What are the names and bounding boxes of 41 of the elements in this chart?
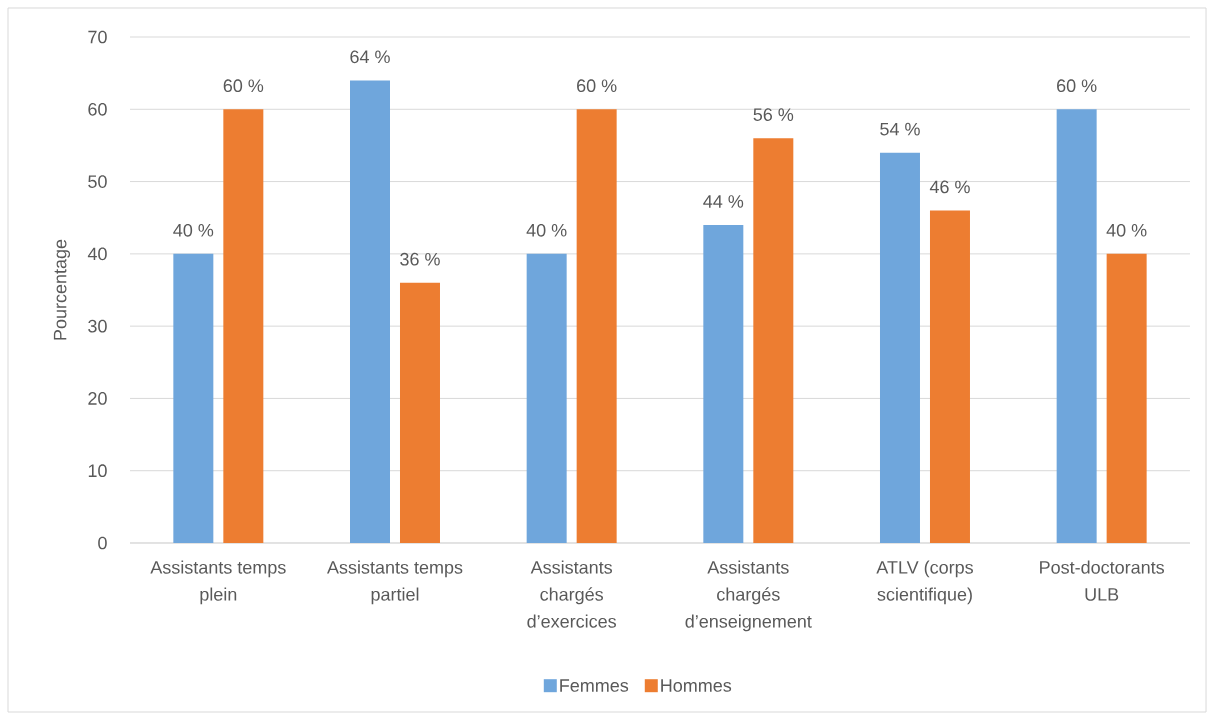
data-label: 36 %	[400, 252, 440, 266]
y-tick-label: 20	[88, 392, 107, 405]
data-label: 46 %	[929, 180, 970, 194]
y-tick-label: 50	[88, 175, 107, 188]
bar	[526, 253, 567, 543]
x-tick-label: Assistants chargés d’enseignement	[685, 560, 812, 632]
bar	[399, 282, 440, 543]
x-tick-label: ATLV (corps scientifique)	[876, 560, 973, 605]
data-label: 56 %	[753, 108, 794, 121]
data-label: 64 %	[350, 50, 390, 64]
bar	[753, 138, 794, 543]
bar	[1106, 253, 1147, 543]
x-tick-label: Assistants chargés d’exercices	[527, 560, 616, 628]
y-tick-label: 70	[88, 30, 107, 44]
data-label: 60 %	[223, 79, 264, 93]
bar	[350, 80, 390, 543]
bar	[576, 109, 617, 543]
x-tick-label: Assistants temps plein	[150, 560, 286, 605]
data-label: 60 %	[577, 79, 617, 93]
x-tick-label: Post-doctorants ULB	[1040, 560, 1165, 601]
legend-label: Hommes	[661, 679, 732, 692]
legend-label: Femmes	[560, 679, 629, 692]
bar	[879, 152, 920, 543]
data-label: 40 %	[526, 223, 567, 237]
data-label: 40 %	[1106, 223, 1147, 237]
y-tick-label: 0	[98, 536, 107, 550]
bar	[173, 253, 214, 543]
x-tick-label: Assistants temps partiel	[327, 560, 463, 605]
data-label: 40 %	[173, 223, 214, 237]
y-tick-label: 60	[88, 102, 107, 116]
data-label: 44 %	[703, 195, 744, 208]
bar	[1056, 109, 1097, 543]
y-tick-label: 40	[87, 247, 107, 261]
bar	[703, 224, 744, 543]
y-tick-label: 10	[88, 464, 107, 478]
bar	[929, 210, 970, 543]
y-tick-label: 30	[88, 319, 107, 333]
data-label: 60 %	[1057, 79, 1097, 93]
data-label: 54 %	[880, 122, 920, 136]
y-axis-title: Pourcentage	[53, 239, 71, 340]
bar	[223, 109, 264, 543]
